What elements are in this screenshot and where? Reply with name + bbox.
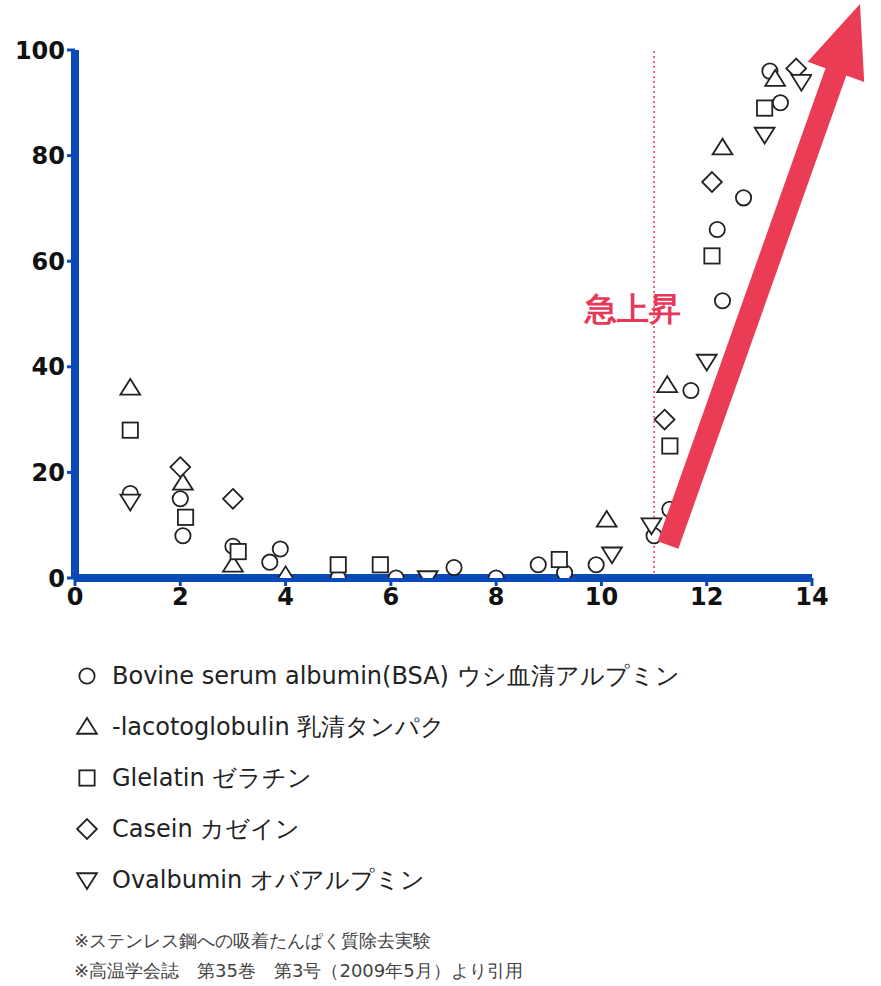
- svg-text:2: 2: [172, 583, 189, 611]
- svg-text:40: 40: [32, 353, 65, 381]
- svg-text:4: 4: [277, 583, 294, 611]
- svg-text:10: 10: [585, 583, 618, 611]
- svg-text:12: 12: [690, 583, 723, 611]
- html-text:Bovine serum albumin(BSA) ウシ血清: Bovine serum albumin(BSA) ウシ血清アルプミン: [112, 661, 680, 690]
- svg-text:14: 14: [795, 583, 828, 611]
- html-text:Casein カゼイン: Casein カゼイン: [112, 814, 301, 843]
- html-text:-lacotoglobulin 乳清タンパク: -lacotoglobulin 乳清タンパク: [112, 712, 446, 741]
- svg-text:8: 8: [488, 583, 505, 611]
- svg-text:6: 6: [383, 583, 400, 611]
- html-text:※高温学会誌 第35巻 第3号（2009年5月）より引用: ※高温学会誌 第35巻 第3号（2009年5月）より引用: [74, 960, 523, 981]
- svg-text:0: 0: [67, 583, 84, 611]
- svg-text:0: 0: [48, 565, 65, 593]
- svg-text:急上昇: 急上昇: [583, 290, 681, 328]
- svg-text:60: 60: [32, 248, 65, 276]
- svg-text:20: 20: [32, 459, 65, 487]
- svg-text:100: 100: [15, 37, 65, 65]
- svg-text:80: 80: [32, 142, 65, 170]
- html-text:Ovalbumin オバアルプミン: Ovalbumin オバアルプミン: [112, 865, 425, 894]
- html-text:Glelatin ゼラチン: Glelatin ゼラチン: [112, 763, 313, 792]
- html-text:※ステンレス鋼への吸着たんぱく質除去実験: ※ステンレス鋼への吸着たんぱく質除去実験: [74, 930, 432, 951]
